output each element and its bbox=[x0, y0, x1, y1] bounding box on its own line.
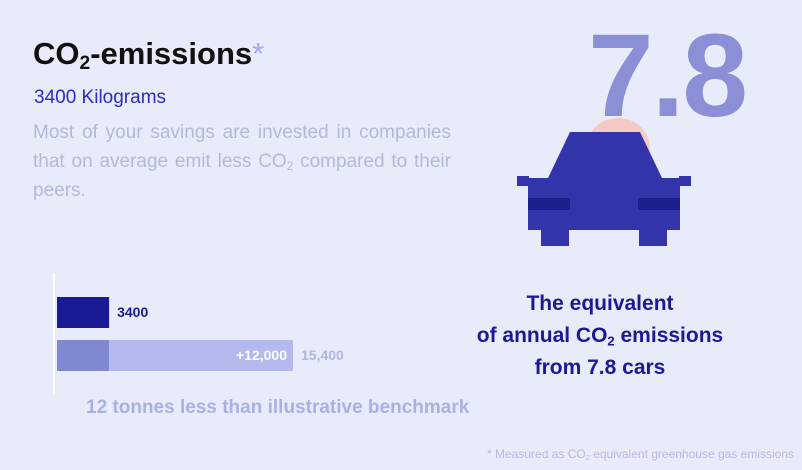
wheel bbox=[541, 230, 569, 246]
value-label: 3400 bbox=[117, 304, 148, 320]
headlight bbox=[528, 198, 570, 210]
footnote: * Measured as CO2 equivalent greenhouse … bbox=[487, 447, 794, 461]
title-mark: * bbox=[252, 36, 265, 71]
title-text: -emissions bbox=[90, 36, 253, 71]
total-label: 15,400 bbox=[301, 347, 344, 363]
title: CO2-emissions* bbox=[33, 36, 265, 74]
text: compared to their peers. bbox=[33, 151, 451, 201]
mirror bbox=[679, 176, 691, 186]
text: emissions bbox=[614, 324, 724, 347]
line: of annual CO2 emissions bbox=[430, 320, 770, 352]
mirror bbox=[517, 176, 529, 186]
sub: 2 bbox=[286, 159, 294, 173]
headlight bbox=[638, 198, 680, 210]
bar-chart: 3400 +12,000 15,400 bbox=[57, 297, 344, 371]
line: The equivalent bbox=[526, 292, 674, 315]
segment-label: +12,000 bbox=[236, 347, 287, 363]
big-number: 7.8 bbox=[588, 10, 748, 142]
title-text: CO bbox=[33, 36, 80, 71]
equivalent: The equivalent of annual CO2 emissions f… bbox=[430, 288, 770, 384]
description: Most of your savings are invested in com… bbox=[33, 118, 451, 205]
bar-segment bbox=[109, 340, 293, 371]
bar-segment bbox=[57, 340, 110, 371]
bar-segment bbox=[57, 297, 110, 328]
line: from 7.8 cars bbox=[534, 356, 666, 379]
sub: 2 bbox=[585, 452, 590, 462]
text: * Measured as CO bbox=[487, 447, 586, 461]
text: equivalent greenhouse gas emissions bbox=[589, 447, 794, 461]
title-sub: 2 bbox=[79, 52, 91, 74]
subtitle: 3400 Kilograms bbox=[34, 87, 167, 108]
text: Most of your savings are invested in com… bbox=[33, 122, 451, 172]
benchmark: 12 tonnes less than illustrative benchma… bbox=[86, 397, 470, 418]
text: of annual CO bbox=[476, 324, 608, 347]
wheel bbox=[639, 230, 667, 246]
sub: 2 bbox=[607, 333, 615, 349]
car-icon bbox=[517, 118, 691, 246]
car-roof bbox=[548, 132, 662, 178]
